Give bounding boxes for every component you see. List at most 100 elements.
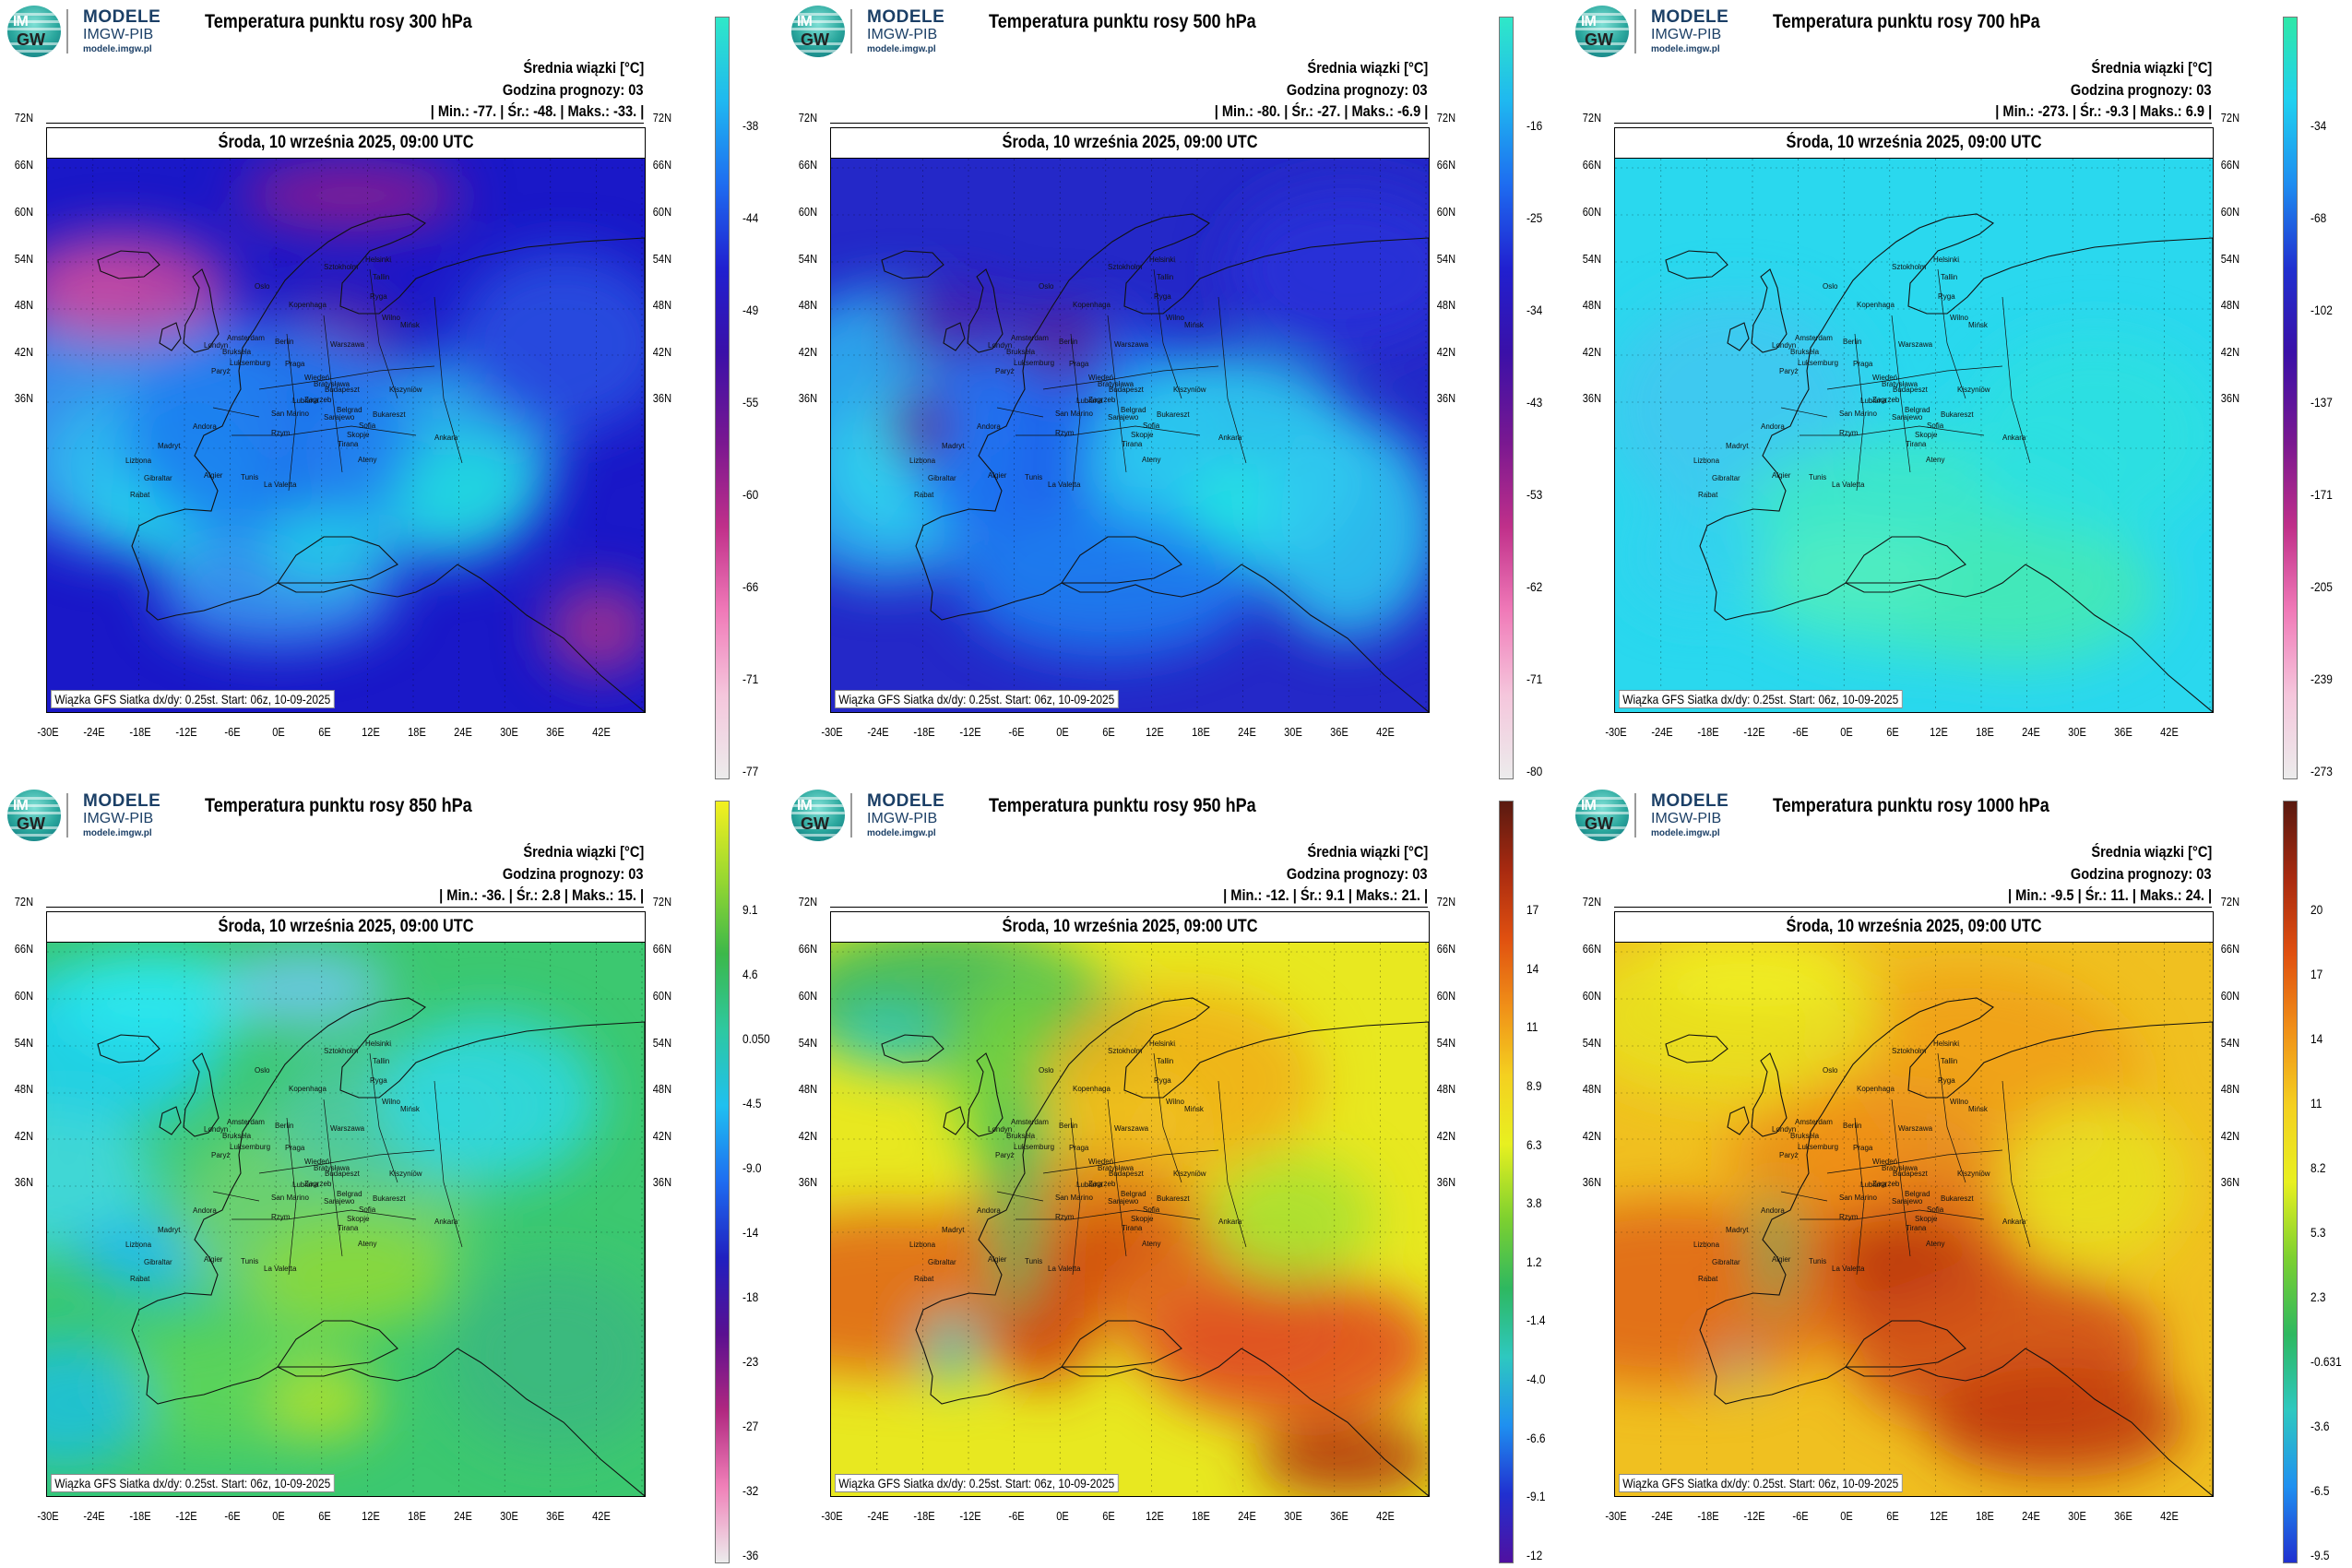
lon-label: -12E	[1743, 1509, 1765, 1523]
city-label: Rzym	[1839, 1213, 1859, 1221]
logo-divider	[850, 9, 852, 53]
city-label: Zagrzeb	[304, 396, 332, 404]
imgw-logo[interactable]: IM GW MODELE IMGW-PIB modele.imgw.pl	[1575, 790, 1732, 841]
imgw-logo[interactable]: IM GW MODELE IMGW-PIB modele.imgw.pl	[7, 6, 164, 57]
city-label: Skopje	[1131, 1215, 1154, 1223]
colorbar	[1499, 17, 1514, 779]
dewpoint-map[interactable]: Oslo Sztokholm Helsinki Tallin Ryga Wilno Mińs…	[46, 942, 646, 1497]
lon-label: 24E	[454, 725, 472, 739]
city-label: Rabat	[1698, 1275, 1718, 1283]
lat-label-left: 72N	[14, 895, 34, 909]
city-label: Wilno	[1950, 314, 1969, 322]
city-label: Ryga	[1154, 292, 1171, 301]
city-label: Helsinki	[1933, 1039, 1960, 1048]
lat-label-left: 48N	[1582, 1082, 1602, 1096]
valid-date-bar: Środa, 10 września 2025, 09:00 UTC	[1614, 911, 2214, 942]
lat-label-left: 54N	[1582, 1036, 1602, 1050]
colorbar-tick-label: -55	[742, 395, 759, 410]
colorbar-tick-label: 3.8	[1526, 1195, 1542, 1211]
valid-date: Środa, 10 września 2025, 09:00 UTC	[218, 917, 474, 936]
imgw-logo[interactable]: IM GW MODELE IMGW-PIB modele.imgw.pl	[791, 6, 948, 57]
dewpoint-map[interactable]: Oslo Sztokholm Helsinki Tallin Ryga Wilno Mińs…	[1614, 158, 2214, 713]
city-label: Rabat	[914, 491, 934, 499]
city-label: San Marino	[271, 410, 309, 418]
lat-label-right: 54N	[652, 252, 672, 266]
colorbar-tick-label: 5.3	[2310, 1225, 2326, 1240]
lat-label-right: 66N	[2220, 942, 2240, 956]
lat-label-right: 60N	[2220, 205, 2240, 219]
coastline	[881, 997, 1429, 1496]
city-label: San Marino	[1839, 1194, 1877, 1202]
colorbar-tick-label: -71	[1526, 671, 1543, 686]
logo-mark-top: IM	[1581, 798, 1597, 814]
lon-label: 0E	[1840, 725, 1853, 739]
lon-label: 12E	[1930, 1509, 1948, 1523]
city-label: Oslo	[255, 282, 270, 291]
imgw-logo[interactable]: IM GW MODELE IMGW-PIB modele.imgw.pl	[7, 790, 164, 841]
city-label: Bratysława	[314, 380, 350, 388]
city-label: Wilno	[1166, 314, 1185, 322]
lat-label-left: 60N	[798, 205, 818, 219]
imgw-logo[interactable]: IM GW MODELE IMGW-PIB modele.imgw.pl	[791, 790, 948, 841]
city-label: Kopenhaga	[1073, 1085, 1111, 1093]
city-label: Ankara	[434, 1218, 458, 1226]
dewpoint-map[interactable]: Oslo Sztokholm Helsinki Tallin Ryga Wilno Mińs…	[830, 942, 1430, 1497]
logo-url: modele.imgw.pl	[83, 44, 152, 54]
logo-divider	[66, 9, 68, 53]
city-label: Wiedeń	[1088, 374, 1114, 382]
lon-label: -6E	[1008, 1509, 1025, 1523]
lat-label-left: 54N	[14, 252, 34, 266]
lon-label: 18E	[1192, 725, 1210, 739]
colorbar-tick-label: -16	[1526, 118, 1543, 133]
city-label: Zagrzeb	[304, 1180, 332, 1188]
imgw-logo[interactable]: IM GW MODELE IMGW-PIB modele.imgw.pl	[1575, 6, 1732, 57]
city-label: San Marino	[1055, 410, 1093, 418]
lon-label: -24E	[83, 725, 105, 739]
forecast-panel: IM GW MODELE IMGW-PIB modele.imgw.pl Temperat…	[1568, 784, 2352, 1568]
city-label: Gibraltar	[1712, 474, 1740, 482]
city-label: Madryt	[158, 1226, 181, 1234]
lat-label-right: 36N	[1436, 1175, 1456, 1189]
city-label: Paryż	[1779, 367, 1799, 375]
city-label: Lizbona	[125, 1241, 152, 1249]
city-label: Tunis	[1025, 473, 1043, 481]
lat-label-right: 54N	[1436, 1036, 1456, 1050]
city-label: Bruksela	[1006, 1132, 1036, 1140]
city-label: Mińsk	[1968, 321, 1988, 329]
lat-label-right: 60N	[2220, 989, 2240, 1003]
lat-label-left: 66N	[798, 942, 818, 956]
lon-label: -24E	[1651, 1509, 1673, 1523]
city-label: Helsinki	[365, 255, 392, 264]
model-footer: Wiązka GFS Siatka dx/dy: 0.25st. Start: …	[1619, 1474, 1903, 1492]
city-label: Sztokholm	[1892, 1047, 1927, 1055]
city-label: La Valetta	[1832, 481, 1865, 489]
dewpoint-map[interactable]: Oslo Sztokholm Helsinki Tallin Ryga Wilno Mińs…	[1614, 942, 2214, 1497]
city-label: Londyn	[988, 341, 1013, 350]
valid-date: Środa, 10 września 2025, 09:00 UTC	[218, 133, 474, 152]
city-label: Kopenhaga	[1073, 301, 1111, 309]
dewpoint-map[interactable]: Oslo Sztokholm Helsinki Tallin Ryga Wilno Mińs…	[46, 158, 646, 713]
lon-label: 30E	[2068, 725, 2086, 739]
city-label: Wilno	[1166, 1098, 1185, 1106]
city-label: Ryga	[370, 1076, 387, 1085]
logo-divider	[1634, 9, 1636, 53]
stats-line: | Min.: -80. | Śr.: -27. | Maks.: -6.9 |	[1214, 102, 1428, 120]
lat-label-right: 48N	[652, 298, 672, 312]
dewpoint-map[interactable]: Oslo Sztokholm Helsinki Tallin Ryga Wilno Mińs…	[830, 158, 1430, 713]
lon-label: 36E	[1330, 725, 1348, 739]
city-label: Helsinki	[1149, 255, 1176, 264]
lat-label-right: 48N	[2220, 1082, 2240, 1096]
lon-label: 18E	[1976, 725, 1994, 739]
logo-org: IMGW-PIB	[83, 811, 154, 826]
colorbar-tick-label: -36	[742, 1548, 759, 1562]
logo-org: IMGW-PIB	[867, 811, 938, 826]
logo-mark-top: IM	[13, 14, 29, 30]
city-label: Oslo	[1039, 282, 1054, 291]
city-label: Zagrzeb	[1088, 396, 1116, 404]
logo-name: MODELE	[867, 7, 945, 27]
colorbar-tick-label: -6.6	[1526, 1430, 1546, 1445]
lon-label: 36E	[2114, 725, 2132, 739]
forecast-hour: Godzina prognozy: 03	[503, 81, 644, 99]
city-label: Tallin	[1941, 1057, 1958, 1065]
city-label: Bruksela	[1006, 348, 1036, 356]
